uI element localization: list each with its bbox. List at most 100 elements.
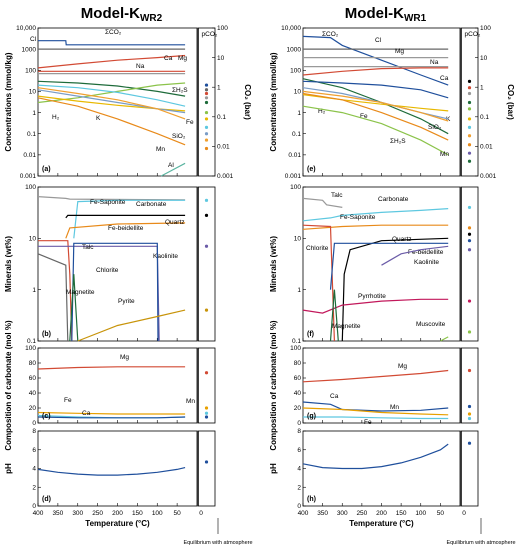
series-label-h-s: ΣH₂S [390,138,406,145]
y2-tick-label: 100 [217,25,228,32]
y-tick-label: 2 [32,484,36,491]
equilibrium-point [467,248,472,252]
panel-a: 0.001 0.01 0.1 1 10 100 1000 10,000 0.001 0.01 0.1… [4,5,252,180]
equilibrium-point [467,91,472,96]
series-line-chlorite [302,224,335,342]
series-line-mn [302,92,449,141]
series-line-al [160,162,186,177]
equilibrium-point [467,404,472,409]
equilibrium-point [204,100,209,105]
series-line-h-s [302,105,449,156]
equilibrium-point [467,239,472,243]
side-header: pCO₂ [202,31,218,38]
equilibrium-point [467,232,472,236]
side-frame [460,27,479,177]
series-label-fe: Fe [364,419,372,426]
series-line-mn [302,407,449,416]
series-label-fe: Fe [64,397,72,404]
panel-label: (h) [307,496,316,503]
series-label-talc: Talc [82,244,94,251]
side-zero-label: 0 [462,510,466,517]
equilibrium-point [204,117,209,121]
series-line-pyrite [77,309,186,342]
x-tick-label: 100 [152,510,163,517]
series-label-chlorite: Chlorite [306,245,329,252]
series-line-co [38,40,186,46]
series-line-muscovite [440,336,449,342]
y-tick-label: 10 [294,89,302,96]
x-tick-label: 200 [112,510,123,517]
series-line-sio [302,90,449,122]
plot-frame [302,430,461,507]
side-label: Equilibrium with atmosphere [183,540,252,546]
equilibrium-point [467,412,472,416]
x-tick-label: 400 [298,510,309,517]
series-label-fe-beidellite: Fe-beidellite [408,249,444,256]
series-line-magnetite [329,289,339,342]
equilibrium-point [204,198,209,202]
series-label-pyrrhotite: Pyrrhotite [358,293,386,300]
series-line-fe-saponite [302,224,449,230]
series-label-talc: Talc [331,192,343,199]
series-label-quartz: Quartz [392,236,412,243]
y-tick-label: 0.1 [292,338,301,345]
y-tick-label: 8 [32,428,36,435]
x-tick-label: 350 [317,510,328,517]
equilibrium-point [467,151,472,155]
series-label-cl: Cl [375,37,382,44]
y-tick-label: 10 [29,236,37,243]
side-frame [460,186,479,342]
y-tick-label: 80 [29,360,37,367]
y-tick-label: 60 [294,375,302,382]
equilibrium-point [204,138,209,142]
series-label-sio: SiO₂ [428,124,442,131]
equilibrium-point [204,371,209,375]
series-line-chlorite [37,253,69,342]
equilibrium-point [467,107,472,111]
series-label-mg: Mg [395,48,404,55]
x-tick-label: 100 [415,510,426,517]
side-frame [197,27,216,177]
y-tick-label: 100 [25,184,36,191]
y2-tick-label: 1 [217,84,221,91]
series-label-fe-beidellite: Fe-beidellite [108,225,144,232]
equilibrium-point [204,460,209,464]
equilibrium-point [204,132,209,136]
y-tick-label: 0 [297,503,301,510]
equilibrium-point [204,406,209,410]
series-line-kaolinite [381,245,449,266]
series-label-k: K [446,116,451,123]
equilibrium-point [467,205,472,210]
chart-title: Model-KWR2 [81,5,163,24]
series-label-k: K [96,115,101,122]
y2-axis-label: CO₂ (bar) [506,84,515,120]
equilibrium-point [467,299,472,303]
series-label-ca: Ca [330,393,339,400]
y-tick-label: 0.001 [20,173,37,180]
series-label-h: H₂ [318,108,326,115]
series-label-carbonate: Carbonate [378,196,409,203]
y-tick-label: 80 [294,360,302,367]
x-tick-label: 350 [52,510,63,517]
panel-d: 0 2 4 6 8 400 350 300 250 200 150 100 50 Temperature … [4,428,253,546]
series-label-carbonate: Carbonate [136,201,167,208]
series-line-fe-beidellite [38,240,73,342]
plot-frame [37,347,198,424]
series-label-ca: Ca [440,75,449,82]
y-tick-label: 1 [297,287,301,294]
y-tick-label: 10 [29,89,37,96]
side-frame [460,347,479,424]
series-line-carbonate [65,214,186,219]
panel-label: (f) [307,331,314,338]
series-label-mn: Mn [390,404,399,411]
series-label-h: H₂ [52,114,60,121]
y-tick-label: 10,000 [281,25,301,32]
y-tick-label: 1000 [287,46,302,53]
y-axis-label: pH [4,463,13,474]
equilibrium-point [204,146,209,151]
x-tick-label: 50 [174,510,182,517]
x-tick-label: 300 [72,510,83,517]
series-label-kaolinite: Kaolinite [153,253,178,260]
equilibrium-point [204,125,209,129]
series-label-al: Al [168,162,174,169]
